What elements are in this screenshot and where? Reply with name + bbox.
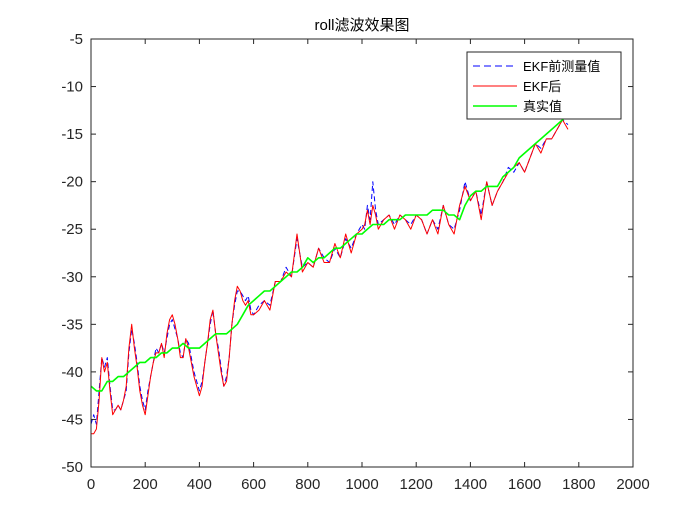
x-axis: 0 200 400 600 800 1000 1200 1400 1600 1800 2000 (87, 39, 650, 493)
chart-title: roll滤波效果图 (314, 17, 409, 34)
y-tick-label: -40 (61, 364, 83, 381)
x-tick-label: 0 (87, 476, 95, 493)
x-tick-label: 1000 (345, 476, 378, 493)
y-tick-label: -45 (61, 411, 83, 428)
series-line-2 (91, 119, 569, 435)
y-tick-label: -30 (61, 269, 83, 286)
x-tick-label: 1600 (508, 476, 541, 493)
x-tick-label: 400 (187, 476, 212, 493)
x-tick-label: 800 (295, 476, 320, 493)
legend-label-3: 真实值 (523, 99, 562, 114)
legend-label-2: EKF后 (523, 79, 561, 94)
y-axis: -50 -45 -40 -35 -30 -25 -20 -15 -10 -5 (61, 31, 633, 476)
y-tick-label: -50 (61, 459, 83, 476)
series-line-3 (90, 114, 569, 392)
y-tick-label: -5 (70, 31, 83, 48)
y-tick-label: -25 (61, 221, 83, 238)
y-tick-label: -10 (61, 79, 83, 96)
x-tick-label: 1200 (400, 476, 433, 493)
y-tick-label: -15 (61, 126, 83, 143)
series-line-1 (90, 119, 569, 425)
x-tick-label: 200 (133, 476, 158, 493)
x-tick-label: 2000 (616, 476, 649, 493)
y-tick-label: -35 (61, 316, 83, 333)
legend-label-1: EKF前测量值 (523, 59, 600, 74)
x-tick-label: 1800 (562, 476, 595, 493)
y-tick-label: -20 (61, 174, 83, 191)
series-layer (90, 114, 569, 435)
x-tick-label: 600 (241, 476, 266, 493)
x-tick-label: 1400 (454, 476, 487, 493)
